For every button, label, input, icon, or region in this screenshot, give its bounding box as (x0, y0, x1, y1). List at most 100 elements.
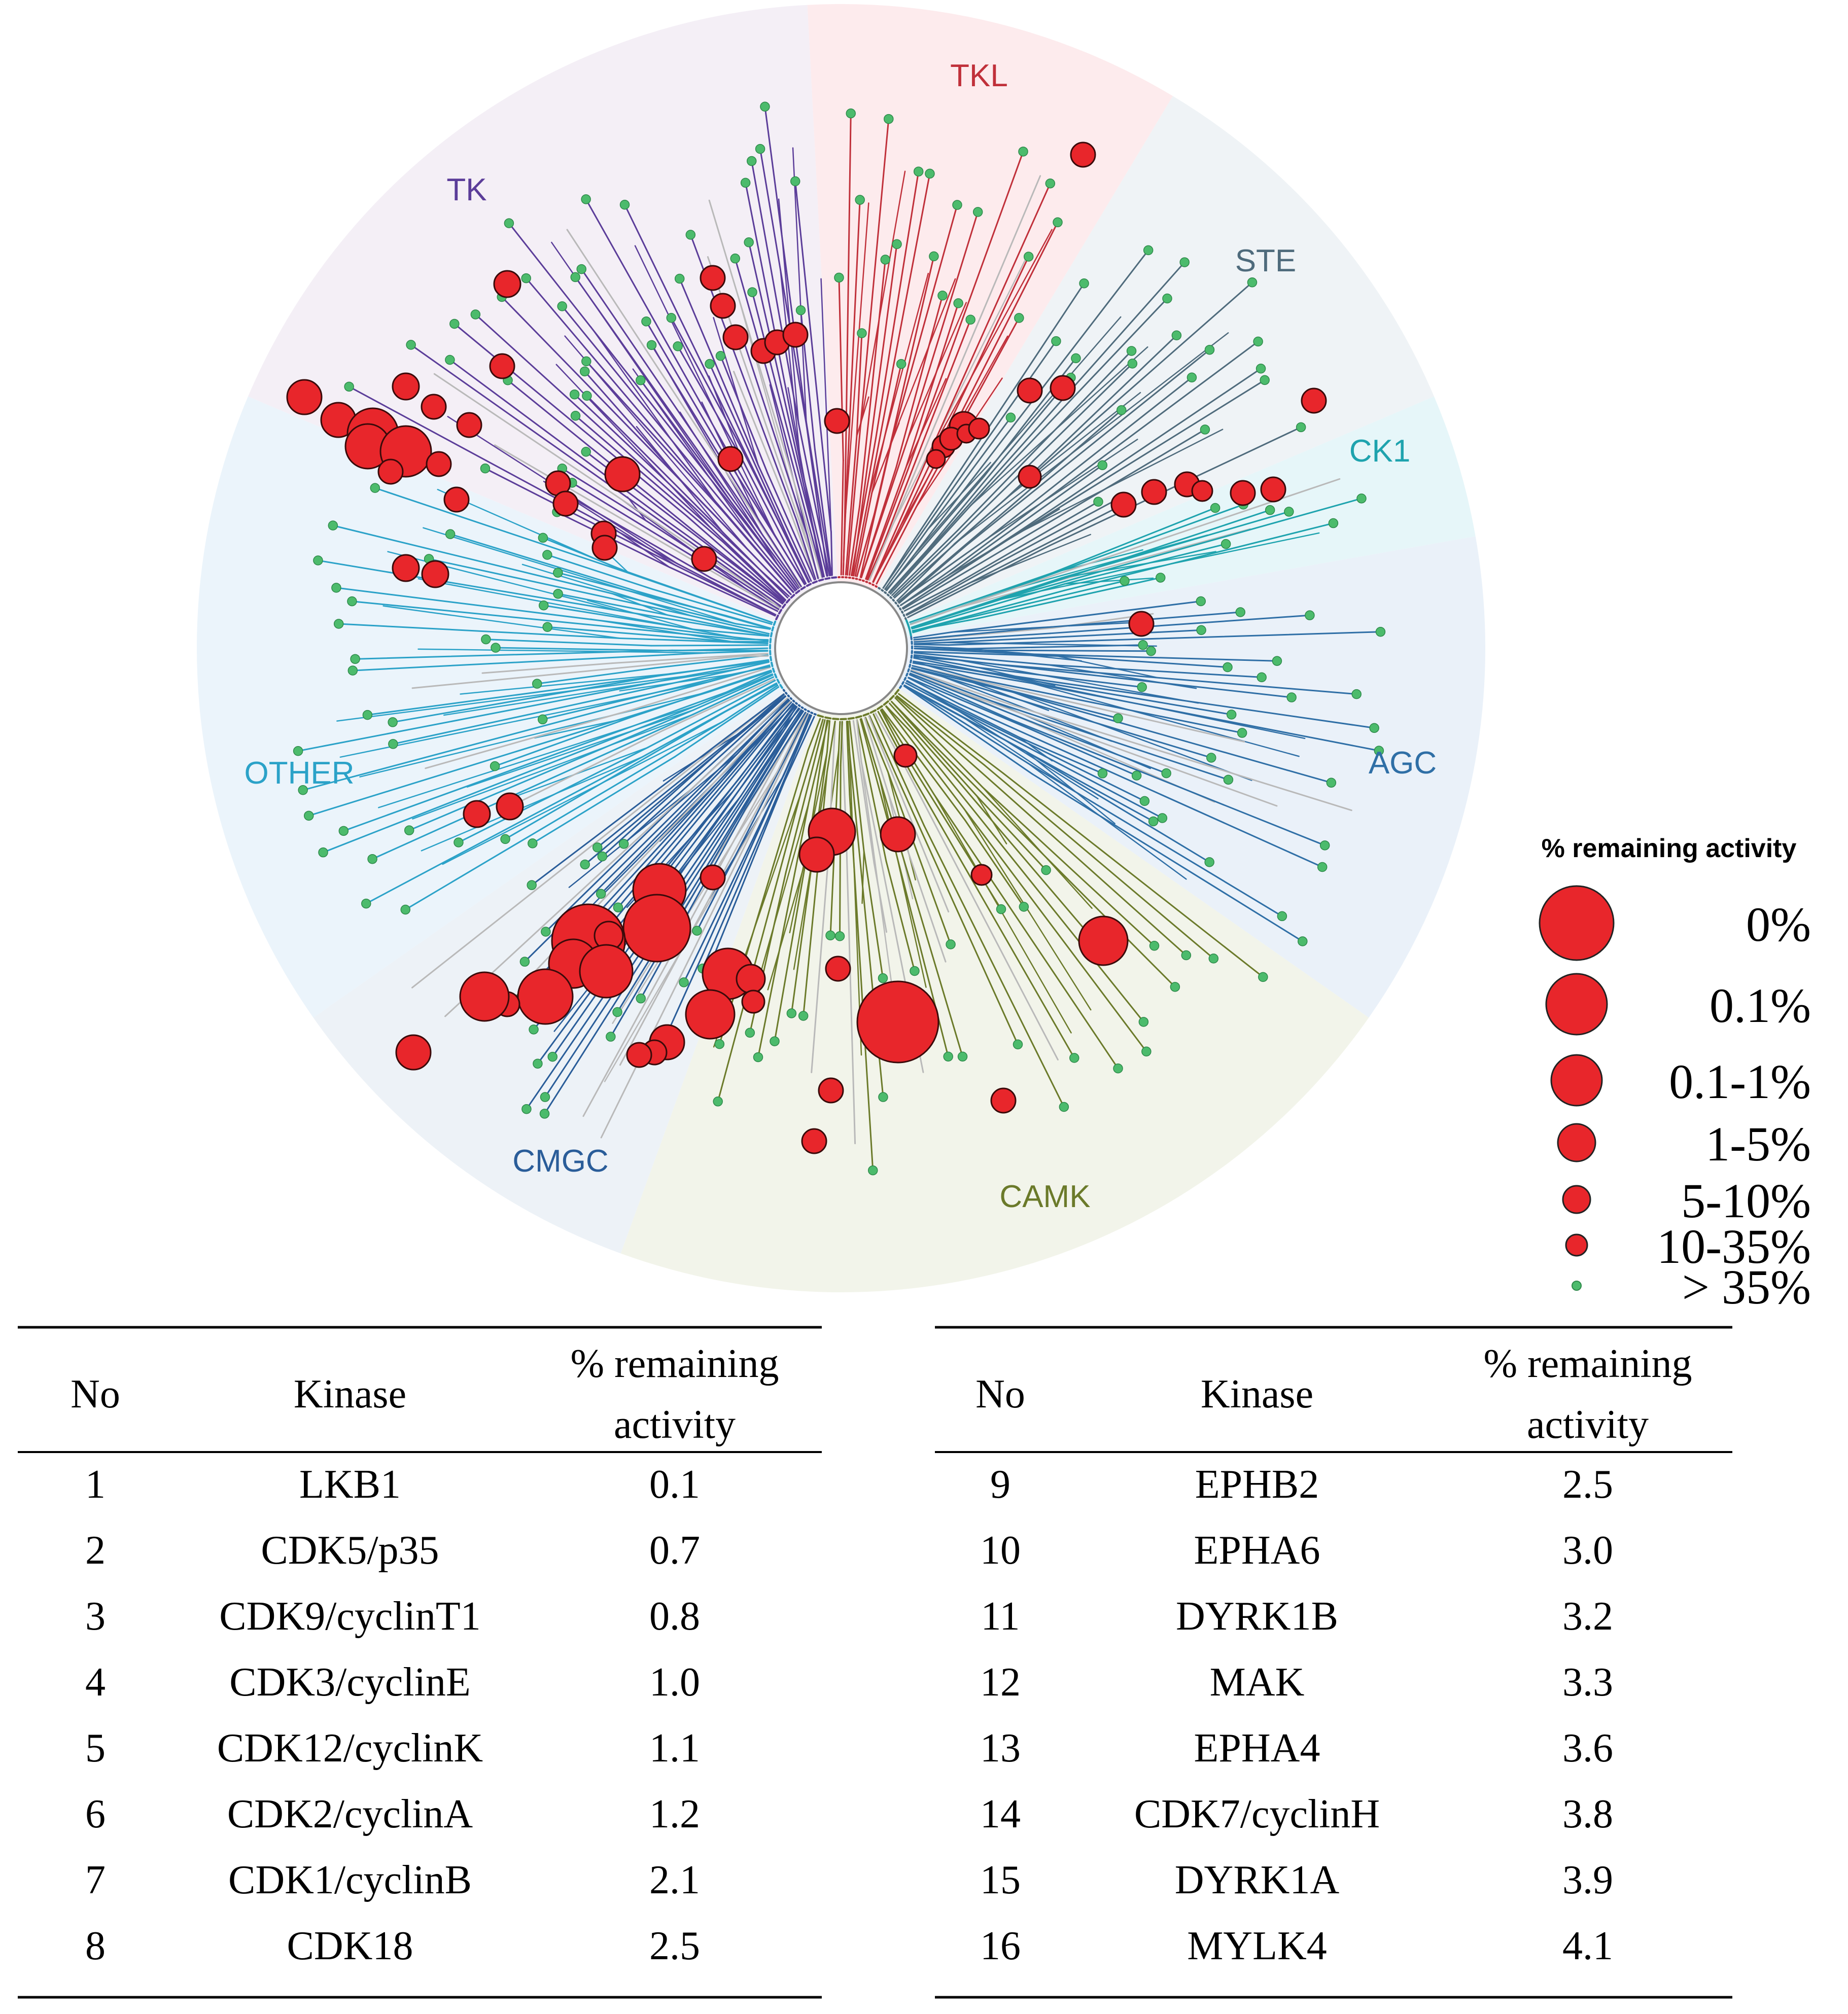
hit-kinase-node (1070, 142, 1096, 168)
kinase-node (579, 366, 590, 377)
branch (914, 643, 950, 646)
branch (711, 527, 787, 601)
kinase-node (445, 529, 456, 539)
branch (946, 464, 1103, 577)
kinase-node (1045, 178, 1056, 189)
kinase-node (760, 101, 770, 112)
branch-twig (879, 777, 927, 988)
kinase-node (929, 251, 939, 262)
row-kinase: EPHB2 (1195, 1462, 1319, 1507)
branch-ring (892, 598, 895, 602)
row-activity: 3.6 (1562, 1726, 1613, 1771)
kinase-node (1356, 493, 1367, 504)
hit-kinase-node (443, 486, 470, 513)
branch-twig (622, 500, 748, 590)
branch (474, 313, 713, 529)
kinase-node (367, 854, 377, 864)
branch (1012, 691, 1332, 784)
kinase-node (1127, 359, 1138, 369)
branch (640, 379, 779, 567)
branch (759, 148, 808, 427)
branch-ring (905, 673, 909, 677)
branch (716, 699, 790, 772)
branch (408, 709, 694, 831)
branch (302, 681, 711, 791)
kinase-node (581, 447, 591, 457)
row-kinase: DYRK1B (1176, 1594, 1338, 1639)
branch (788, 540, 810, 583)
branch (686, 660, 770, 677)
branch-twig (792, 147, 807, 423)
legend-label-4: 5-10% (1681, 1174, 1811, 1228)
kinase-node (1171, 330, 1182, 341)
branch-twig (859, 170, 906, 428)
branch-twig (956, 528, 1251, 609)
hit-kinase-node (421, 560, 449, 588)
branch (850, 437, 877, 576)
branch (997, 663, 1357, 695)
kinase-node (786, 1008, 797, 1018)
branch (683, 774, 785, 983)
branch (733, 371, 790, 510)
branch-ring (797, 704, 801, 707)
branch (884, 528, 929, 590)
kinase-node (745, 1028, 755, 1038)
branch (794, 180, 832, 533)
kinase-node (1120, 576, 1130, 586)
branch (859, 243, 898, 519)
branch (752, 693, 785, 719)
branch (542, 537, 629, 573)
branch (695, 701, 792, 807)
branch (428, 558, 693, 617)
branch (733, 706, 798, 791)
row-number: 3 (85, 1594, 106, 1639)
branch (889, 702, 955, 777)
header-no: No (975, 1372, 1025, 1417)
branch (863, 850, 884, 979)
hit-kinase-node (801, 1128, 827, 1154)
branch-twig (417, 648, 707, 654)
branch-twig (443, 668, 740, 716)
hit-kinase-node (622, 894, 691, 963)
kinase-node (1257, 672, 1267, 683)
branch (838, 721, 841, 751)
kinase-node (1223, 662, 1233, 673)
kinase-node (1328, 518, 1339, 528)
hit-kinase-node (463, 800, 491, 828)
branch-ring (792, 699, 795, 702)
kinase-node (770, 1036, 780, 1046)
branch (963, 808, 1147, 1052)
branch (740, 456, 807, 585)
branch (636, 590, 771, 630)
branch (308, 690, 711, 817)
branch (508, 222, 750, 529)
branch (1027, 653, 1278, 662)
branch (958, 690, 1278, 807)
branch (868, 172, 931, 498)
branch-twig (868, 272, 929, 498)
branch-ring (818, 578, 824, 582)
kinase-node (1277, 911, 1287, 922)
branch (951, 600, 1202, 633)
hit-kinase-node (990, 1087, 1017, 1114)
branch (484, 468, 677, 567)
branch (946, 580, 1126, 624)
branch (679, 659, 770, 674)
kinase-node (1005, 412, 1016, 423)
branch-twig (713, 317, 759, 467)
branch (910, 669, 1012, 705)
branch (913, 657, 981, 672)
branch-ring (869, 709, 877, 714)
branch-ring (813, 713, 817, 716)
hit-kinase-node (1260, 476, 1286, 503)
branch (954, 281, 1253, 545)
branch (896, 695, 986, 766)
branch (371, 714, 694, 860)
branch (944, 629, 1202, 644)
branch (883, 319, 971, 545)
branch (864, 717, 889, 795)
branch (902, 762, 1059, 1061)
kinase-node (1097, 768, 1108, 779)
branch (546, 554, 654, 590)
